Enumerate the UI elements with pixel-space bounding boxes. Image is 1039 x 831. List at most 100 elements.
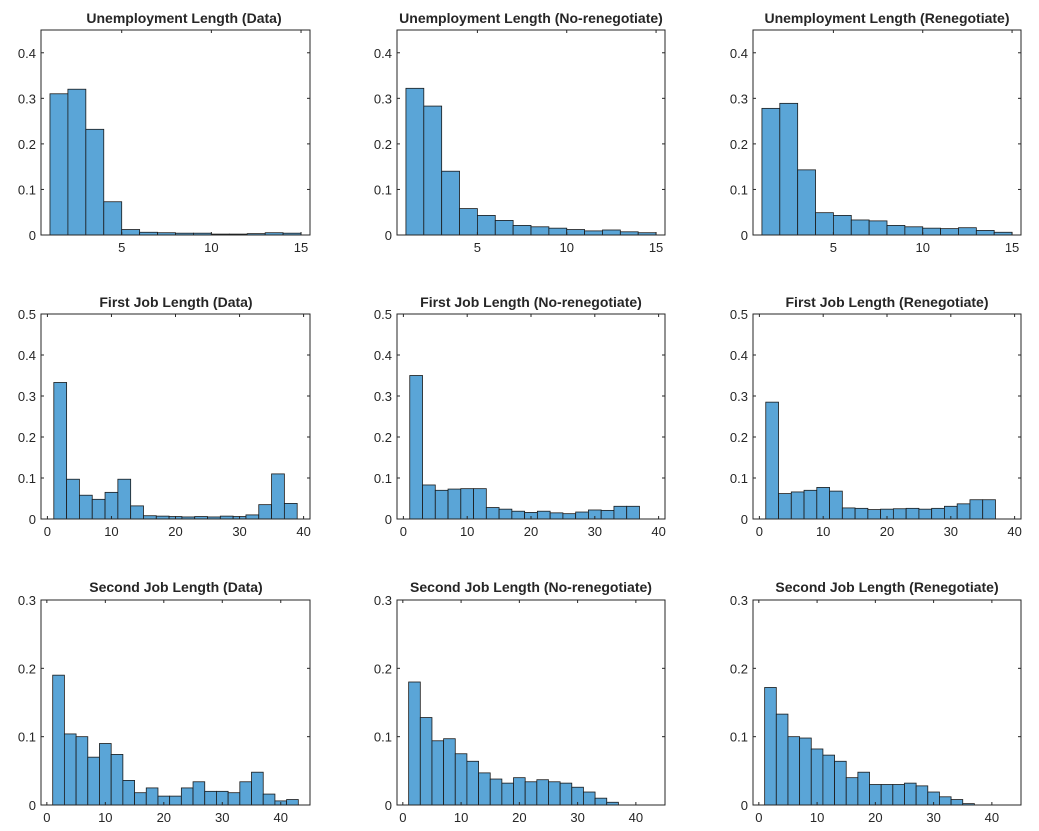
histogram-bar <box>548 781 561 806</box>
x-tick-label: 20 <box>157 810 171 825</box>
histogram-bar <box>536 510 551 520</box>
x-tick-label: 40 <box>1007 524 1021 539</box>
histogram-bar <box>833 215 852 236</box>
x-tick-label: 20 <box>880 524 894 539</box>
histogram-bar <box>880 784 894 806</box>
histogram-bar <box>169 795 182 806</box>
histogram-bar <box>512 225 532 236</box>
histogram-bar <box>559 782 573 806</box>
x-tick-label: 10 <box>810 810 824 825</box>
y-tick-label: 0 <box>385 798 392 813</box>
y-tick-label: 0.5 <box>374 307 392 322</box>
y-tick-label: 0 <box>29 512 36 527</box>
axes-box <box>752 29 1022 236</box>
histogram-bar <box>524 781 538 806</box>
histogram-bar <box>422 484 436 520</box>
x-tick-label: 40 <box>296 524 310 539</box>
axes-box <box>40 29 311 236</box>
histogram-bar <box>454 753 468 806</box>
histogram-bar <box>180 787 194 806</box>
panel-title: Second Job Length (Renegotiate) <box>775 579 998 595</box>
panel-second-job-no-renegotiate: Second Job Length (No-renegotiate) 0 10 20… <box>374 579 666 825</box>
y-tick-label: 0.2 <box>374 430 392 445</box>
x-tick-label: 0 <box>755 810 762 825</box>
histogram-bar <box>600 509 615 520</box>
y-tick-label: 0 <box>385 512 392 527</box>
y-tick-label: 0.3 <box>374 389 392 404</box>
histogram-bar <box>405 87 425 236</box>
x-tick-label: 0 <box>400 524 407 539</box>
y-tick-label: 0 <box>29 798 36 813</box>
histogram-bar <box>130 505 144 520</box>
histogram-bar <box>192 781 206 806</box>
panel-second-job-renegotiate: Second Job Length (Renegotiate) 0 10 20 30 4… <box>730 579 1022 825</box>
histogram-bar <box>816 487 830 520</box>
histogram-bar <box>501 782 514 806</box>
histogram-bar <box>854 507 869 520</box>
y-tick-label: 0 <box>741 798 748 813</box>
histogram-bar <box>498 508 513 520</box>
x-tick-label: 20 <box>512 810 526 825</box>
histogram-bar <box>204 790 217 806</box>
histogram-bar <box>91 498 106 520</box>
histogram-bar <box>52 674 65 806</box>
y-tick-label: 0 <box>29 228 36 243</box>
x-tick-label: 10 <box>454 810 468 825</box>
panel-title: Unemployment Length (No-renegotiate) <box>399 10 663 26</box>
x-tick-label: 10 <box>559 240 573 255</box>
histogram-bar <box>117 478 132 520</box>
x-tick-label: 5 <box>474 240 481 255</box>
histogram-bar <box>53 382 68 520</box>
x-tick-label: 20 <box>168 524 182 539</box>
panel-unemployment-renegotiate: Unemployment Length (Renegotiate) 5 10 15 0… <box>730 10 1022 255</box>
y-tick-label: 0.2 <box>18 430 36 445</box>
histogram-bar <box>67 88 87 236</box>
histogram-bar <box>271 473 285 520</box>
x-tick-label: 40 <box>651 524 665 539</box>
histogram-bar <box>227 792 241 806</box>
x-tick-label: 0 <box>756 524 763 539</box>
y-tick-label: 0.2 <box>730 137 748 152</box>
histogram-bar <box>950 799 964 806</box>
histogram-bar <box>494 220 514 236</box>
histogram-bar <box>922 227 941 236</box>
histogram-bar <box>584 230 603 236</box>
histogram-bar <box>815 212 834 236</box>
axes-box <box>752 313 1022 520</box>
histogram-bar <box>489 778 503 806</box>
x-tick-label: 0 <box>44 524 51 539</box>
histogram-bar <box>549 512 564 520</box>
histogram-bar <box>829 490 843 520</box>
y-tick-label: 0.4 <box>730 46 748 61</box>
histogram-bar <box>868 220 888 236</box>
x-tick-label: 10 <box>460 524 474 539</box>
panel-first-job-data: First Job Length (Data) 0 10 20 30 40 0 0.1 0.2… <box>18 294 311 539</box>
histogram-bar <box>485 507 500 520</box>
y-tick-label: 0.2 <box>18 661 36 676</box>
panel-title: Unemployment Length (Data) <box>86 10 281 26</box>
histogram-bar <box>892 508 907 520</box>
y-tick-label: 0.5 <box>730 307 748 322</box>
histogram-bar <box>797 169 816 236</box>
x-tick-label: 40 <box>274 810 288 825</box>
histogram-bar <box>886 225 906 236</box>
histogram-bar <box>441 170 460 236</box>
histogram-bar <box>575 511 589 520</box>
histogram-bar <box>834 760 847 806</box>
y-tick-label: 0.3 <box>730 389 748 404</box>
axes-box <box>396 313 666 520</box>
histogram-bar <box>536 779 549 806</box>
histogram-bar <box>511 510 526 520</box>
histogram-bar <box>104 491 119 520</box>
y-tick-label: 0.1 <box>18 471 36 486</box>
histogram-bar <box>799 737 812 806</box>
x-tick-label: 15 <box>649 240 663 255</box>
x-tick-label: 40 <box>985 810 999 825</box>
x-tick-label: 40 <box>629 810 643 825</box>
y-tick-label: 0.2 <box>730 430 748 445</box>
y-tick-label: 0.4 <box>374 348 392 363</box>
histogram-bar <box>473 488 487 520</box>
histogram-bar <box>85 128 105 236</box>
histogram-bar <box>956 503 971 520</box>
x-tick-label: 15 <box>1005 240 1019 255</box>
